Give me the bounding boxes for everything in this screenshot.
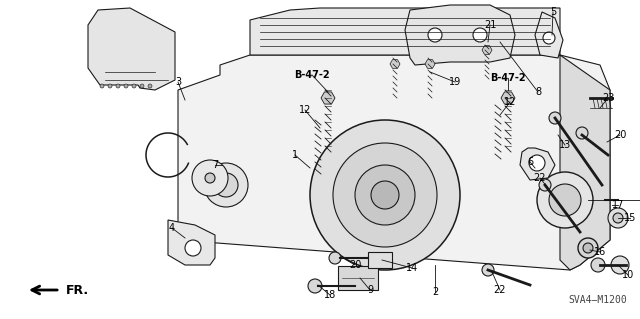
Circle shape [308,279,322,293]
Circle shape [543,32,555,44]
Text: 6: 6 [527,157,533,167]
Polygon shape [535,12,563,58]
Text: 4: 4 [169,223,175,233]
Polygon shape [178,55,610,270]
Text: 17: 17 [612,200,624,210]
Text: 12: 12 [299,105,311,115]
Circle shape [132,84,136,88]
Text: 22: 22 [493,285,506,295]
Text: 21: 21 [484,20,496,30]
Text: 15: 15 [624,213,636,223]
Text: 18: 18 [324,290,336,300]
Circle shape [333,143,437,247]
Circle shape [613,213,623,223]
Circle shape [124,84,128,88]
Polygon shape [482,46,492,54]
Circle shape [473,28,487,42]
Text: 23: 23 [602,93,614,103]
Polygon shape [425,60,435,68]
Text: 13: 13 [559,140,571,150]
Polygon shape [520,148,555,180]
Circle shape [108,84,112,88]
Text: 10: 10 [622,270,634,280]
Text: B-47-2: B-47-2 [490,73,526,83]
Circle shape [310,120,460,270]
Polygon shape [168,220,215,265]
Bar [338,266,378,290]
Circle shape [140,84,144,88]
Text: 14: 14 [406,263,418,273]
Text: 1: 1 [292,150,298,160]
Circle shape [591,258,605,272]
Circle shape [185,240,201,256]
Bar [368,252,392,268]
Text: 16: 16 [594,247,606,257]
Circle shape [428,28,442,42]
Circle shape [578,238,598,258]
Circle shape [482,264,494,276]
Text: FR.: FR. [66,284,89,296]
Circle shape [100,84,104,88]
Circle shape [608,208,628,228]
Text: SVA4–M1200: SVA4–M1200 [568,295,627,305]
Circle shape [204,163,248,207]
Text: 5: 5 [550,7,556,17]
Text: 20: 20 [349,260,361,270]
Circle shape [116,84,120,88]
Polygon shape [501,92,515,104]
Circle shape [205,173,215,183]
Circle shape [539,179,551,191]
Polygon shape [250,8,560,55]
Polygon shape [560,55,610,270]
Circle shape [611,256,629,274]
Text: 20: 20 [614,130,626,140]
Text: 8: 8 [535,87,541,97]
Text: 3: 3 [175,77,181,87]
Circle shape [549,184,581,216]
Polygon shape [321,92,335,104]
Circle shape [214,173,238,197]
Circle shape [148,84,152,88]
Circle shape [371,181,399,209]
Circle shape [192,160,228,196]
Text: 9: 9 [367,285,373,295]
Text: 7: 7 [212,160,218,170]
Polygon shape [405,5,515,65]
Circle shape [329,252,341,264]
Text: 19: 19 [449,77,461,87]
Text: B-47-2: B-47-2 [294,70,330,80]
Circle shape [549,112,561,124]
Circle shape [529,155,545,171]
Circle shape [537,172,593,228]
Circle shape [583,243,593,253]
Text: 12: 12 [504,97,516,107]
Circle shape [576,127,588,139]
Circle shape [355,165,415,225]
Polygon shape [390,60,400,68]
Polygon shape [88,8,175,90]
Text: 22: 22 [534,173,547,183]
Text: 2: 2 [432,287,438,297]
